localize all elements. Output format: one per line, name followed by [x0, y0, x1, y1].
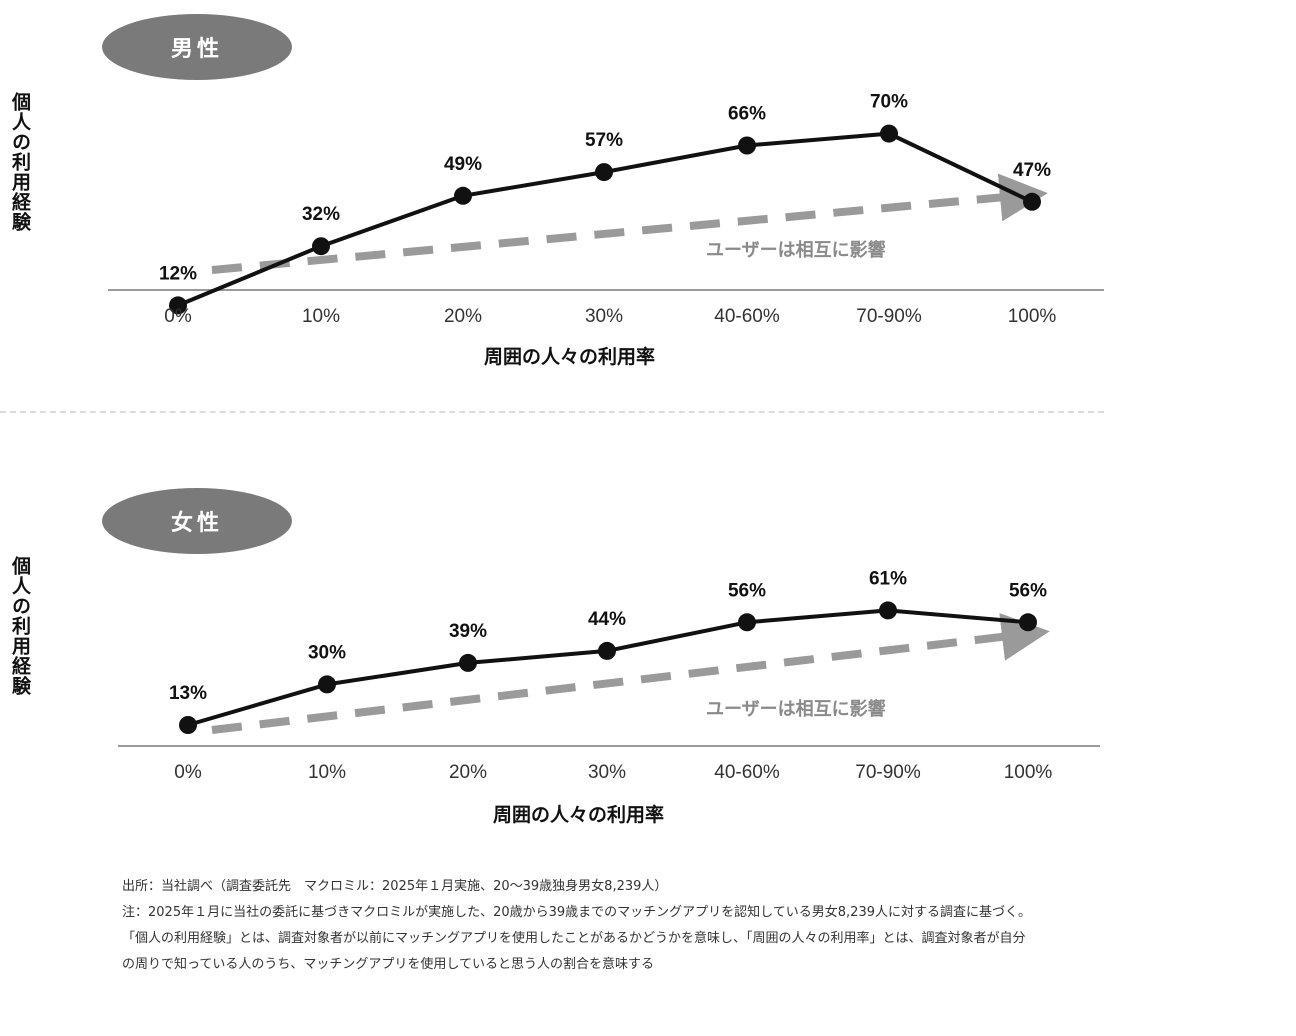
x-tick-label: 70-90% [855, 762, 921, 783]
x-tick-label: 70-90% [856, 306, 922, 327]
chart-panel-male: 男性 個人の利用経験 ユーザーは相互に影響 12% 32% 49% 57% 66% 70% 4… [0, 0, 1296, 400]
trend-annotation: ユーザーは相互に影響 [706, 698, 886, 720]
data-point [738, 136, 756, 155]
x-tick-label: 10% [302, 306, 340, 327]
x-tick-label: 0% [174, 762, 202, 783]
trend-arrow [211, 173, 1048, 274]
data-label: 56% [728, 580, 766, 601]
data-point [459, 653, 477, 672]
definition-note-cont: の周りで知っている人のうち、マッチングアプリを使用していると思う人の割合を意味す… [122, 957, 654, 972]
data-label: 39% [449, 621, 487, 642]
data-label: 70% [870, 92, 908, 113]
data-point [738, 613, 756, 632]
x-tick-label: 20% [449, 762, 487, 783]
gender-badge-male: 男性 [102, 14, 292, 80]
x-tick-label: 0% [164, 306, 192, 327]
x-axis-label: 周囲の人々の利用率 [493, 804, 665, 826]
data-point [169, 296, 187, 315]
y-axis-label: 個人の利用経験 [9, 556, 31, 696]
data-label: 61% [869, 568, 907, 589]
data-label: 12% [159, 263, 197, 284]
x-axis-label: 周囲の人々の利用率 [484, 346, 656, 368]
data-label: 66% [728, 104, 766, 125]
data-point [312, 237, 330, 256]
definition-note: 「個人の利用経験」とは、調査対象者が以前にマッチングアプリを使用したことがあるか… [122, 931, 1026, 946]
data-point [318, 675, 336, 694]
data-point [595, 163, 613, 182]
line-chart-male: ユーザーは相互に影響 12% 32% 49% 57% 66% 70% 47% 0% 10% 20% 3… [108, 92, 1104, 327]
gender-badge-female: 女性 [102, 488, 292, 554]
line-chart-female: ユーザーは相互に影響 13% 30% 39% 44% 56% 61% 56% 0% 10% 20% 3… [118, 568, 1100, 783]
data-label: 47% [1013, 160, 1051, 181]
x-tick-label: 10% [308, 762, 346, 783]
data-point [879, 601, 897, 620]
trend-annotation: ユーザーは相互に影響 [706, 239, 886, 261]
data-point [598, 641, 616, 660]
x-tick-label: 40-60% [714, 306, 780, 327]
y-axis-label: 個人の利用経験 [9, 92, 31, 232]
x-tick-label: 30% [585, 306, 623, 327]
footnotes: 出所：当社調べ（調査委託先 マクロミル：2025年１月実施、20〜39歳独身男女… [122, 874, 1122, 978]
chart-panel-female: 女性 個人の利用経験 ユーザーは相互に影響 13% 30% 39% 44% 56% 61% 5… [0, 470, 1296, 870]
data-point [454, 186, 472, 205]
data-label: 44% [588, 609, 626, 630]
data-label: 57% [585, 130, 623, 151]
data-label: 56% [1009, 580, 1047, 601]
data-point [880, 124, 898, 143]
x-tick-label: 30% [588, 762, 626, 783]
x-tick-label: 100% [1008, 306, 1057, 327]
data-point [179, 716, 197, 734]
x-tick-label: 40-60% [714, 762, 780, 783]
data-label: 49% [444, 154, 482, 175]
trend-arrow [211, 613, 1050, 734]
survey-note: 注：2025年１月に当社の委託に基づきマクロミルが実施した、20歳から39歳まで… [122, 905, 1031, 920]
data-point [1023, 192, 1041, 211]
source-note: 出所：当社調べ（調査委託先 マクロミル：2025年１月実施、20〜39歳独身男女… [122, 879, 668, 894]
x-tick-label: 100% [1004, 762, 1053, 783]
section-divider [0, 411, 1104, 413]
data-point [1019, 613, 1037, 632]
data-label: 32% [302, 204, 340, 225]
x-tick-label: 20% [444, 306, 482, 327]
data-label: 30% [308, 642, 346, 663]
data-label: 13% [169, 683, 207, 704]
